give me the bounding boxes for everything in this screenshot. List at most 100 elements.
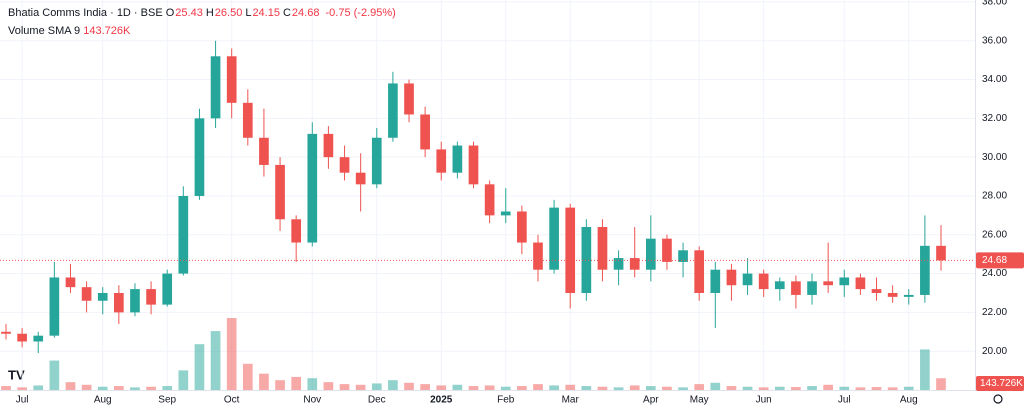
volume-bar bbox=[791, 387, 801, 390]
volume-bar bbox=[823, 384, 833, 390]
candle-body bbox=[517, 211, 527, 243]
candle-body bbox=[210, 56, 221, 119]
symbol-title: Bhatia Comms India · 1D · BSE bbox=[8, 7, 163, 19]
settings-icon bbox=[993, 394, 1003, 404]
candle-body bbox=[49, 277, 60, 336]
x-tick-label: Feb bbox=[497, 395, 515, 406]
candle-body bbox=[371, 137, 382, 185]
candle-body bbox=[791, 281, 801, 295]
x-tick-label: Nov bbox=[303, 395, 321, 406]
candle-body bbox=[500, 211, 511, 216]
candle-body bbox=[662, 238, 672, 262]
volume-bar bbox=[275, 380, 285, 390]
candle-body bbox=[533, 242, 543, 270]
volume-bar bbox=[710, 382, 721, 390]
candle-body bbox=[114, 292, 124, 313]
y-tick-label: 32.00 bbox=[982, 113, 1007, 124]
candle-body bbox=[694, 250, 705, 293]
candle-body bbox=[355, 172, 366, 185]
candle-body bbox=[710, 269, 721, 293]
change: -0.75 (-2.95%) bbox=[325, 7, 396, 19]
volume-bar bbox=[468, 386, 479, 390]
candle-body bbox=[291, 219, 302, 243]
candle-body bbox=[33, 335, 44, 342]
volume-bar bbox=[307, 378, 318, 390]
candle-body bbox=[388, 83, 398, 138]
volume-bar bbox=[436, 385, 447, 390]
candle-body bbox=[742, 273, 753, 286]
tradingview-logo: TV bbox=[8, 367, 25, 382]
volume-bar bbox=[662, 386, 672, 390]
candle-body bbox=[887, 292, 898, 297]
volume-bar bbox=[645, 386, 656, 390]
ohlc-value: 26.50 bbox=[214, 7, 243, 19]
volume-row: Volume SMA 9 143.726K bbox=[8, 22, 399, 40]
x-tick-label: Aug bbox=[900, 395, 918, 406]
x-tick-label: Mar bbox=[562, 395, 580, 406]
volume-bar bbox=[49, 360, 60, 390]
candle-body bbox=[823, 281, 833, 286]
volume-bar bbox=[210, 331, 221, 390]
volume-bar bbox=[291, 376, 302, 390]
x-tick-label: May bbox=[690, 395, 709, 406]
candle-body bbox=[871, 289, 882, 293]
volume-bar bbox=[33, 385, 44, 390]
candle-body bbox=[597, 227, 608, 270]
volume-bar bbox=[420, 384, 430, 390]
volume-bar bbox=[613, 387, 624, 390]
volume-bar bbox=[162, 386, 173, 390]
candle-body bbox=[920, 245, 930, 295]
volume-bar bbox=[242, 363, 253, 390]
volume-bar bbox=[742, 386, 753, 390]
y-tick-label: 20.00 bbox=[982, 346, 1007, 357]
candle-body bbox=[1, 331, 11, 334]
candle-body bbox=[645, 238, 656, 270]
candle-body bbox=[339, 157, 350, 173]
volume-bar bbox=[533, 384, 543, 390]
candle-body bbox=[565, 207, 576, 293]
volume-bar bbox=[903, 386, 914, 390]
candle-body bbox=[468, 145, 479, 185]
candle-body bbox=[774, 281, 785, 290]
candle-body bbox=[97, 292, 108, 301]
x-tick-label: Dec bbox=[368, 395, 386, 406]
candle-body bbox=[146, 289, 156, 305]
volume-bar bbox=[452, 384, 463, 390]
volume-bar bbox=[774, 386, 785, 390]
logo-mark: TV bbox=[8, 367, 25, 382]
volume-bar bbox=[871, 387, 882, 390]
candle-body bbox=[581, 227, 592, 293]
volume-indicator: Volume SMA 9 bbox=[8, 25, 81, 37]
volume-bar bbox=[597, 386, 608, 390]
volume-bar bbox=[404, 382, 414, 390]
volume-bar bbox=[500, 386, 511, 390]
x-tick-label: Jul bbox=[16, 395, 29, 406]
x-tick-label: Jun bbox=[756, 395, 772, 406]
volume-bar bbox=[226, 318, 237, 390]
volume-bar bbox=[97, 386, 108, 390]
volume-bar bbox=[920, 349, 930, 390]
ohlc-value: 24.15 bbox=[252, 7, 280, 19]
candle-body bbox=[242, 102, 253, 138]
candle-body bbox=[194, 118, 205, 196]
symbol-row: Bhatia Comms India · 1D · BSE O25.43 H26.… bbox=[8, 4, 399, 22]
volume-bar bbox=[887, 387, 898, 390]
x-tick-label: Jul bbox=[838, 395, 851, 406]
volume-bar bbox=[323, 382, 334, 390]
candle-body bbox=[178, 195, 189, 274]
volume-bar bbox=[130, 387, 140, 390]
volume-bar bbox=[388, 380, 398, 390]
volume-bar bbox=[17, 387, 27, 390]
volume-sma: 143.726K bbox=[83, 25, 131, 37]
candle-body bbox=[855, 277, 866, 290]
candle-body bbox=[17, 333, 27, 342]
candle-body bbox=[839, 277, 850, 286]
volume-bar bbox=[517, 386, 527, 390]
volume-bar bbox=[81, 384, 92, 390]
candle-body bbox=[678, 250, 688, 262]
candle-body bbox=[807, 281, 817, 295]
volume-bar bbox=[726, 386, 737, 390]
candle-body bbox=[936, 245, 946, 261]
candle-body bbox=[65, 277, 76, 288]
